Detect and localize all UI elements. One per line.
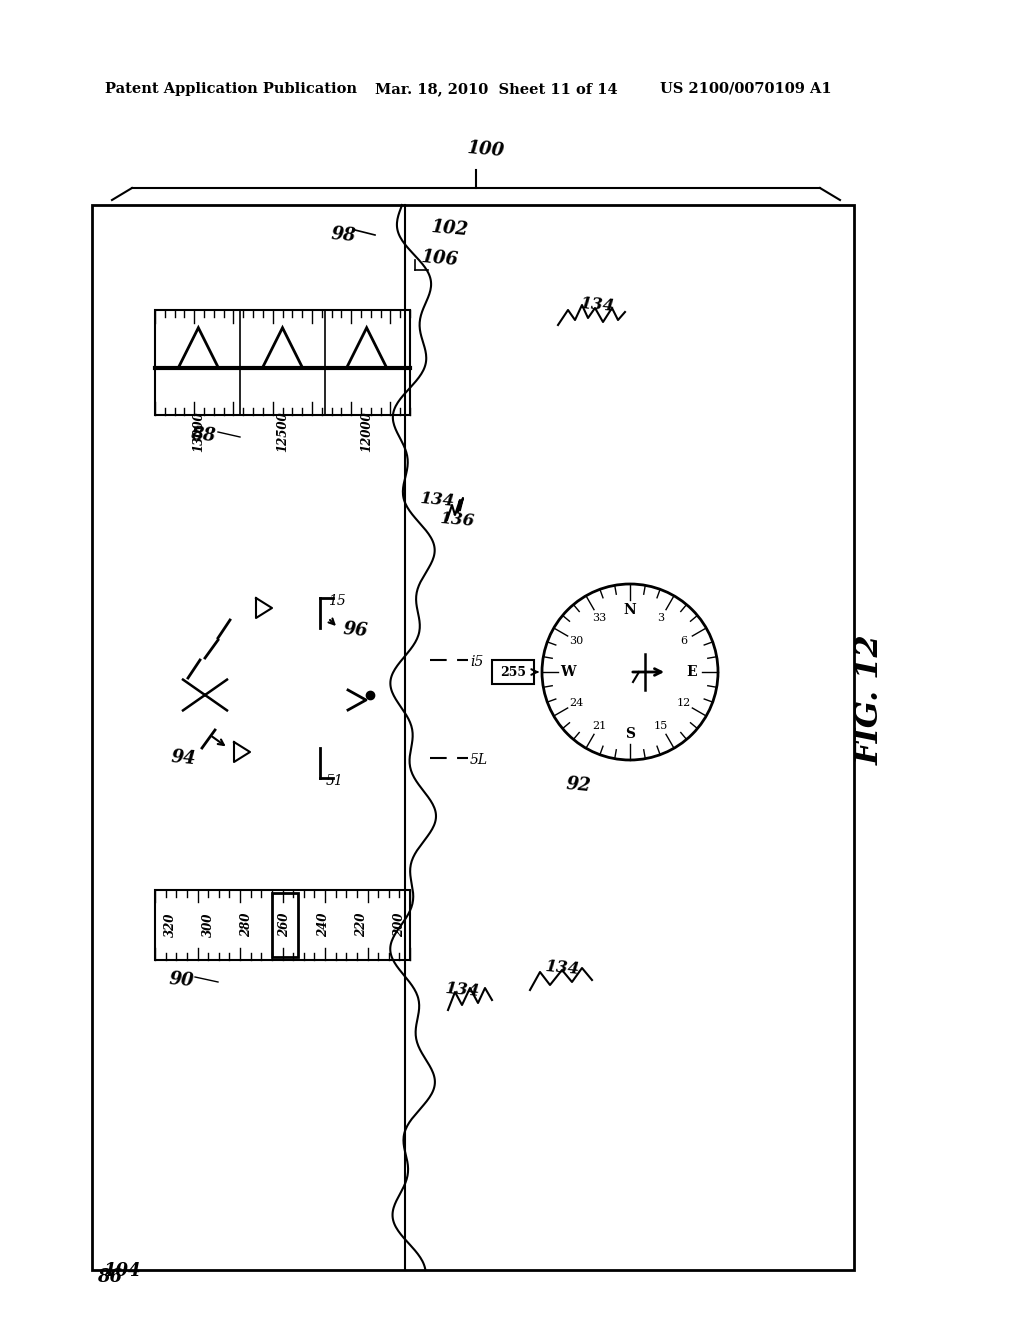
Text: 134: 134 (445, 979, 481, 1001)
Text: 6: 6 (680, 636, 687, 645)
Text: 255: 255 (500, 665, 526, 678)
Text: 30: 30 (569, 636, 584, 645)
Text: 98: 98 (330, 224, 356, 246)
Text: 12000: 12000 (360, 411, 373, 451)
Text: 51: 51 (326, 774, 344, 788)
Text: 104: 104 (104, 1262, 141, 1280)
Text: 33: 33 (592, 614, 606, 623)
Text: 260: 260 (279, 913, 292, 937)
Text: 13000: 13000 (191, 411, 205, 451)
Text: 15: 15 (328, 594, 346, 609)
Text: 92: 92 (565, 775, 592, 795)
Text: 96: 96 (342, 620, 369, 640)
Text: 106: 106 (420, 248, 459, 269)
Bar (155, 310, 410, 414)
Text: W: W (560, 665, 575, 678)
Text: i5: i5 (470, 655, 483, 669)
Text: 280: 280 (241, 913, 253, 937)
Text: 15: 15 (654, 721, 668, 731)
Text: 3: 3 (657, 614, 665, 623)
Bar (272, 894, 298, 957)
Text: 5L: 5L (470, 752, 488, 767)
Text: 320: 320 (164, 913, 176, 937)
Text: 88: 88 (190, 425, 216, 445)
Text: 220: 220 (355, 913, 369, 937)
Text: Patent Application Publication: Patent Application Publication (105, 82, 357, 96)
Bar (492, 660, 534, 684)
Text: 24: 24 (569, 698, 584, 708)
Text: N: N (624, 603, 636, 616)
Text: 102: 102 (430, 218, 469, 239)
Text: 134: 134 (420, 490, 457, 510)
Text: E: E (687, 665, 697, 678)
Text: 12500: 12500 (276, 411, 289, 451)
Text: 136: 136 (440, 510, 476, 529)
Text: US 2100/0070109 A1: US 2100/0070109 A1 (660, 82, 831, 96)
Text: S: S (625, 727, 635, 741)
Text: FIG. 12: FIG. 12 (854, 635, 886, 766)
Text: 134: 134 (545, 958, 582, 978)
Text: 300: 300 (202, 913, 215, 937)
Bar (155, 890, 410, 960)
Text: 94: 94 (170, 748, 197, 768)
Text: 240: 240 (316, 913, 330, 937)
Text: Mar. 18, 2010  Sheet 11 of 14: Mar. 18, 2010 Sheet 11 of 14 (375, 82, 617, 96)
Circle shape (542, 583, 718, 760)
Bar (92, 205, 854, 1270)
Text: 100: 100 (467, 139, 506, 160)
Text: 90: 90 (168, 970, 195, 990)
Text: 134: 134 (580, 294, 616, 315)
Text: 86: 86 (97, 1269, 122, 1286)
Text: 21: 21 (592, 721, 606, 731)
Text: 200: 200 (393, 913, 407, 937)
Text: 12: 12 (677, 698, 691, 708)
